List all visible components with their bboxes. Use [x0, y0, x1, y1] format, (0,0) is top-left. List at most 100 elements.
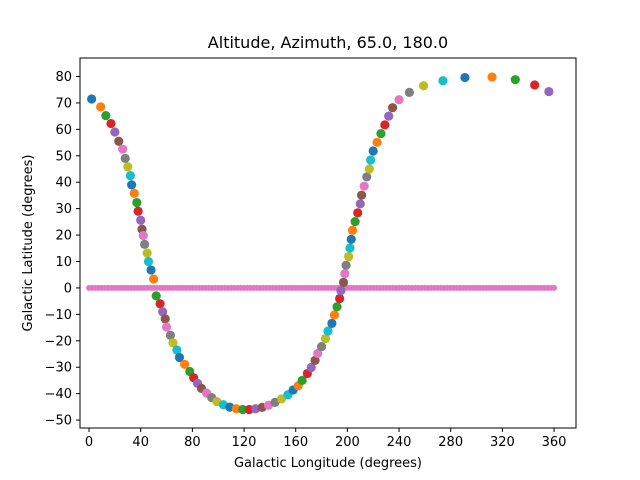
data-point — [155, 299, 165, 309]
data-point — [530, 80, 540, 90]
data-point — [143, 256, 154, 267]
data-point — [87, 94, 97, 104]
y-tick-label: 30 — [55, 202, 72, 217]
data-point — [394, 95, 404, 105]
data-point — [180, 359, 190, 369]
data-point — [139, 239, 150, 249]
data-point — [376, 128, 386, 139]
y-tick-label: 10 — [55, 255, 72, 270]
data-point — [133, 206, 143, 216]
chart-title: Altitude, Azimuth, 65.0, 180.0 — [208, 33, 448, 52]
data-point — [96, 102, 106, 112]
data-point — [510, 75, 520, 85]
x-tick-label: 120 — [232, 435, 257, 450]
data-point — [320, 334, 331, 344]
data-point — [142, 248, 152, 258]
x-tick-label: 0 — [85, 435, 93, 450]
x-tick-label: 360 — [542, 435, 567, 450]
data-point — [132, 197, 142, 208]
y-tick-label: −30 — [45, 361, 72, 376]
data-point — [372, 137, 382, 147]
data-point — [346, 234, 356, 244]
y-tick-label: −20 — [45, 334, 72, 349]
data-point — [136, 215, 146, 225]
data-point — [327, 318, 337, 328]
data-point — [332, 302, 342, 312]
x-tick-label: 40 — [132, 435, 149, 450]
x-tick-label: 160 — [283, 435, 308, 450]
y-axis-label: Galactic Latitude (degrees) — [21, 155, 36, 332]
data-point — [120, 153, 130, 164]
data-point — [146, 265, 156, 275]
data-point — [544, 86, 554, 97]
data-point — [110, 127, 120, 137]
data-point — [340, 269, 350, 279]
y-tick-label: 20 — [55, 229, 72, 244]
data-point — [168, 338, 178, 348]
x-axis-ticks: 0 40 80 120 160 200 240 280 320 360 — [85, 428, 567, 450]
data-point — [238, 404, 248, 415]
data-point — [127, 180, 137, 190]
data-point — [438, 76, 448, 86]
data-point — [335, 293, 345, 304]
data-point — [149, 274, 159, 284]
data-point — [487, 72, 497, 82]
data-point — [355, 199, 365, 209]
data-point — [297, 375, 307, 386]
data-point — [368, 146, 378, 156]
data-point — [384, 111, 394, 121]
equator-series — [86, 284, 558, 291]
data-point — [158, 307, 168, 317]
data-point — [359, 181, 369, 191]
y-tick-label: 40 — [55, 176, 72, 191]
data-point — [106, 118, 116, 129]
data-point — [174, 352, 185, 363]
y-tick-label: 70 — [55, 96, 72, 111]
data-point — [129, 188, 139, 198]
curve-series — [87, 72, 554, 415]
data-point — [362, 172, 372, 182]
data-point — [138, 231, 148, 241]
y-tick-label: 50 — [55, 149, 72, 164]
data-point — [350, 216, 360, 227]
data-point — [316, 342, 327, 352]
x-tick-label: 280 — [438, 435, 463, 450]
plot-frame — [79, 57, 577, 429]
y-tick-label: −10 — [45, 308, 72, 323]
data-point — [338, 277, 349, 287]
data-point — [123, 162, 133, 172]
data-point — [418, 81, 429, 91]
data-point — [114, 136, 124, 146]
y-tick-label: −40 — [45, 387, 72, 402]
data-point — [380, 120, 390, 130]
y-tick-label: 60 — [55, 123, 72, 138]
data-point — [165, 330, 176, 340]
data-point — [329, 310, 340, 320]
data-point — [306, 362, 316, 373]
x-tick-label: 240 — [387, 435, 412, 450]
data-point — [336, 285, 346, 296]
x-tick-label: 200 — [335, 435, 360, 450]
data-point — [172, 345, 182, 355]
data-point — [151, 291, 161, 301]
data-point — [356, 190, 367, 200]
data-point — [323, 326, 333, 336]
data-point — [160, 314, 170, 324]
data-point — [313, 348, 323, 359]
data-point — [344, 251, 354, 262]
y-tick-label: 80 — [55, 70, 72, 85]
y-tick-label: 0 — [64, 281, 72, 296]
data-point — [347, 225, 358, 235]
data-point — [118, 144, 128, 154]
x-axis-label: Galactic Longitude (degrees) — [234, 456, 422, 471]
data-point — [341, 260, 351, 270]
data-point — [364, 164, 374, 174]
data-point — [161, 322, 172, 332]
data-point — [387, 103, 398, 113]
y-tick-label: −50 — [45, 414, 72, 429]
data-point — [366, 155, 376, 165]
data-point — [345, 243, 355, 253]
data-point — [353, 208, 363, 218]
x-tick-label: 320 — [490, 435, 515, 450]
